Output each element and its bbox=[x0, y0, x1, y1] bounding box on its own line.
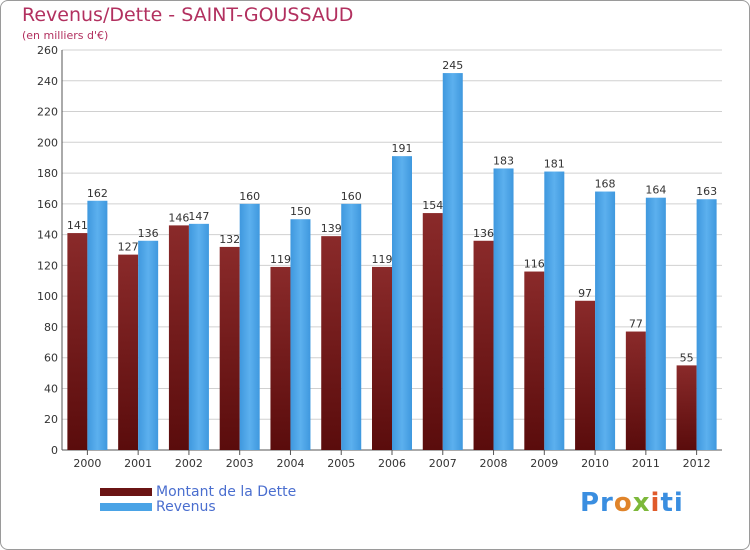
data-label-dette: 119 bbox=[372, 253, 393, 266]
y-tick-label: 100 bbox=[37, 290, 58, 303]
x-tick-label: 2008 bbox=[480, 457, 508, 470]
data-label-dette: 136 bbox=[473, 227, 494, 240]
x-tick-label: 2003 bbox=[226, 457, 254, 470]
data-label-revenus: 160 bbox=[341, 190, 362, 203]
bar-revenus bbox=[442, 73, 463, 451]
bar-dette bbox=[372, 266, 392, 450]
bar-dette bbox=[321, 236, 342, 450]
data-label-revenus: 150 bbox=[290, 205, 311, 218]
bar-dette bbox=[118, 254, 139, 450]
data-label-revenus: 160 bbox=[239, 190, 260, 203]
legend-swatch-revenus bbox=[100, 503, 152, 511]
data-label-revenus: 163 bbox=[696, 185, 717, 198]
x-tick-label: 2007 bbox=[429, 457, 457, 470]
y-tick-label: 20 bbox=[44, 413, 58, 426]
y-tick-label: 60 bbox=[44, 352, 58, 365]
data-label-dette: 132 bbox=[219, 233, 240, 246]
y-tick-label: 260 bbox=[37, 44, 58, 57]
x-tick-label: 2000 bbox=[73, 457, 101, 470]
data-label-revenus: 245 bbox=[442, 59, 463, 72]
data-label-dette: 97 bbox=[578, 287, 592, 300]
bar-dette bbox=[625, 331, 646, 450]
y-tick-label: 220 bbox=[37, 106, 58, 119]
y-tick-label: 140 bbox=[37, 229, 58, 242]
chart-title: Revenus/Dette - SAINT-GOUSSAUD bbox=[22, 4, 354, 26]
y-tick-label: 160 bbox=[37, 198, 58, 211]
bar-revenus bbox=[493, 168, 514, 450]
bar-revenus bbox=[188, 223, 209, 450]
bar-dette bbox=[168, 225, 189, 450]
x-tick-label: 2012 bbox=[683, 457, 711, 470]
bar-revenus bbox=[341, 203, 362, 450]
bar-revenus bbox=[544, 171, 565, 451]
data-label-revenus: 164 bbox=[645, 184, 666, 197]
x-tick-label: 2004 bbox=[276, 457, 304, 470]
x-tick-label: 2002 bbox=[175, 457, 203, 470]
bar-revenus bbox=[645, 197, 666, 450]
bar-revenus bbox=[239, 203, 260, 450]
data-label-revenus: 183 bbox=[493, 154, 514, 167]
bar-revenus bbox=[392, 156, 412, 450]
bar-dette bbox=[422, 213, 443, 450]
data-label-revenus: 191 bbox=[392, 142, 413, 155]
bar-dette bbox=[473, 240, 494, 450]
bar-revenus bbox=[290, 219, 311, 450]
bar-revenus bbox=[595, 191, 616, 451]
bar-dette bbox=[676, 365, 697, 450]
chart-subtitle: (en milliers d'€) bbox=[22, 29, 109, 42]
bar-revenus bbox=[87, 200, 108, 450]
data-label-revenus: 181 bbox=[544, 158, 565, 171]
data-label-dette: 119 bbox=[270, 253, 291, 266]
data-label-dette: 146 bbox=[168, 211, 189, 224]
y-tick-label: 240 bbox=[37, 75, 58, 88]
bar-dette bbox=[524, 271, 545, 450]
x-tick-label: 2005 bbox=[327, 457, 355, 470]
y-tick-label: 0 bbox=[51, 444, 58, 457]
x-tick-label: 2010 bbox=[581, 457, 609, 470]
bar-revenus bbox=[138, 240, 159, 450]
legend-label-dette: Montant de la Dette bbox=[156, 484, 297, 500]
data-label-dette: 77 bbox=[629, 318, 643, 331]
data-label-revenus: 162 bbox=[87, 187, 108, 200]
data-label-dette: 55 bbox=[680, 351, 694, 364]
data-label-revenus: 147 bbox=[188, 210, 209, 223]
bar-dette bbox=[575, 300, 596, 450]
x-tick-label: 2006 bbox=[378, 457, 406, 470]
data-label-dette: 139 bbox=[321, 222, 342, 235]
data-label-dette: 116 bbox=[524, 258, 545, 271]
data-label-revenus: 168 bbox=[595, 178, 616, 191]
data-label-revenus: 136 bbox=[138, 227, 159, 240]
y-tick-label: 120 bbox=[37, 259, 58, 272]
data-label-dette: 154 bbox=[422, 199, 443, 212]
legend-swatch-dette bbox=[100, 488, 152, 496]
bar-dette bbox=[67, 233, 88, 450]
x-tick-label: 2009 bbox=[530, 457, 558, 470]
y-tick-label: 180 bbox=[37, 167, 58, 180]
legend-label-revenus: Revenus bbox=[156, 499, 216, 515]
x-tick-label: 2001 bbox=[124, 457, 152, 470]
y-tick-label: 80 bbox=[44, 321, 58, 334]
y-tick-label: 200 bbox=[37, 136, 58, 149]
x-tick-label: 2011 bbox=[632, 457, 660, 470]
data-label-dette: 141 bbox=[67, 219, 88, 232]
bar-dette bbox=[219, 246, 240, 450]
proxiti-logo: Proxiti bbox=[580, 488, 684, 518]
y-tick-label: 40 bbox=[44, 382, 58, 395]
bar-dette bbox=[270, 266, 291, 450]
data-label-dette: 127 bbox=[118, 241, 139, 254]
bar-revenus bbox=[696, 199, 717, 450]
